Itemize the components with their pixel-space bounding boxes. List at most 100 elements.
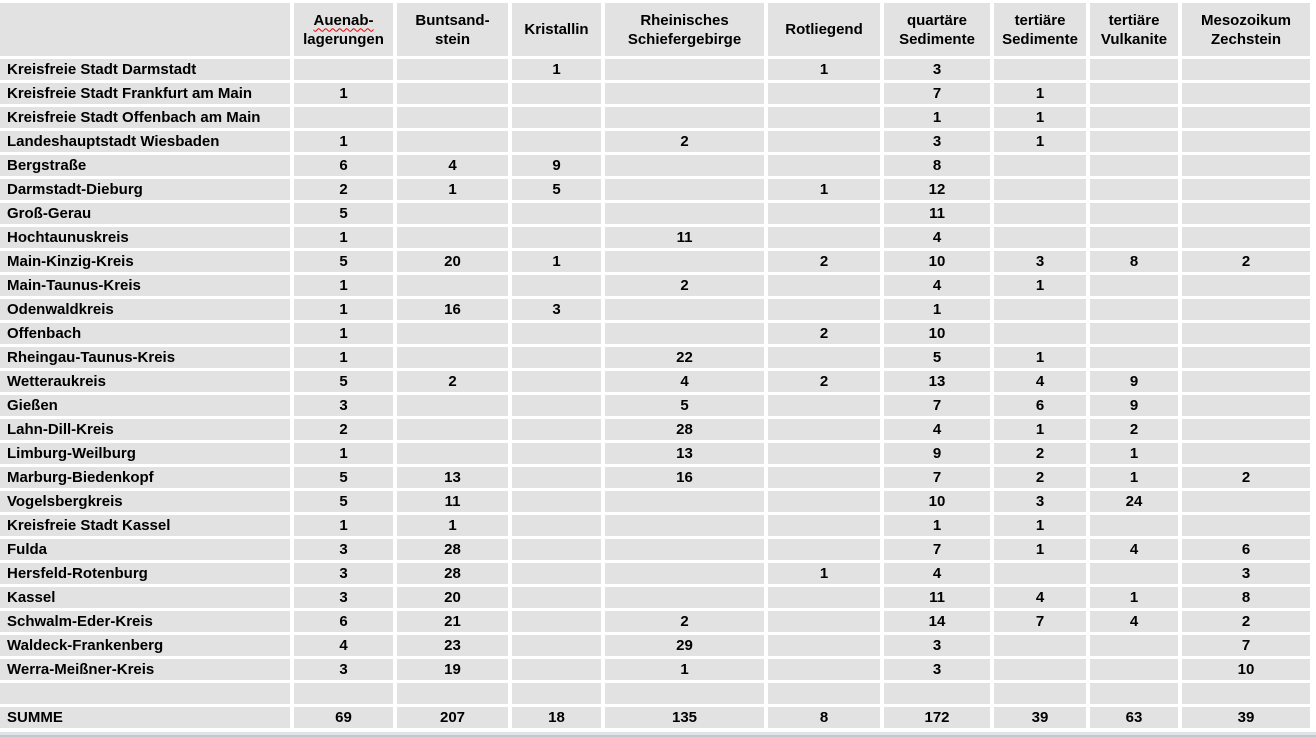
data-cell: 4	[994, 587, 1086, 608]
data-cell: 19	[397, 659, 508, 680]
column-header-text: quartäre	[906, 11, 968, 29]
data-cell: 2	[397, 371, 508, 392]
data-cell	[1090, 59, 1178, 80]
data-cell	[768, 107, 880, 128]
data-cell: 11	[884, 587, 990, 608]
data-cell: 69	[294, 707, 393, 728]
data-cell	[512, 611, 601, 632]
data-cell: 7	[884, 83, 990, 104]
data-cell: 1	[994, 347, 1086, 368]
data-cell: 3	[884, 659, 990, 680]
table-row: Main-Taunus-Kreis 1 2 4 1	[0, 275, 1310, 296]
data-cell	[605, 491, 764, 512]
data-cell: 1	[768, 179, 880, 200]
data-cell	[605, 203, 764, 224]
column-header-tertiaere-sedimente: tertiäre Sedimente	[994, 3, 1086, 56]
data-cell	[994, 299, 1086, 320]
data-cell	[1182, 395, 1310, 416]
data-cell	[605, 563, 764, 584]
table-row: Marburg-Biedenkopf 5 13 16 7 2 1 2	[0, 467, 1310, 488]
table-row: Wetteraukreis 5 2 4 2 13 4 9	[0, 371, 1310, 392]
data-cell: 1	[294, 443, 393, 464]
data-cell	[1090, 323, 1178, 344]
data-cell: 1	[397, 179, 508, 200]
data-cell	[1090, 515, 1178, 536]
table-row: Kreisfreie Stadt Offenbach am Main 1 1	[0, 107, 1310, 128]
data-cell: 1	[294, 515, 393, 536]
row-label-cell: Hersfeld-Rotenburg	[0, 563, 290, 584]
data-cell	[994, 323, 1086, 344]
data-cell: 6	[1182, 539, 1310, 560]
data-cell: 4	[884, 419, 990, 440]
data-cell: 6	[294, 611, 393, 632]
data-cell: 20	[397, 587, 508, 608]
data-cell: 3	[294, 563, 393, 584]
column-header-text: Rheinisches	[640, 11, 729, 29]
data-cell: 1	[994, 515, 1086, 536]
data-cell	[512, 323, 601, 344]
data-cell	[512, 683, 601, 704]
data-cell: 4	[884, 227, 990, 248]
data-cell: 3	[294, 587, 393, 608]
data-cell	[397, 683, 508, 704]
row-label-cell: Werra-Meißner-Kreis	[0, 659, 290, 680]
data-cell: 2	[1182, 611, 1310, 632]
data-cell	[768, 395, 880, 416]
row-label-cell: Rheingau-Taunus-Kreis	[0, 347, 290, 368]
data-cell: 1	[294, 323, 393, 344]
data-cell: 1	[294, 227, 393, 248]
data-cell: 3	[994, 491, 1086, 512]
data-cell	[512, 419, 601, 440]
data-cell	[1090, 659, 1178, 680]
data-cell	[512, 635, 601, 656]
data-cell: 207	[397, 707, 508, 728]
data-cell: 7	[884, 395, 990, 416]
data-cell: 2	[1090, 419, 1178, 440]
data-cell	[512, 83, 601, 104]
data-cell: 2	[605, 131, 764, 152]
table-row: Kreisfreie Stadt Darmstadt 1 1 3	[0, 59, 1310, 80]
data-cell	[397, 323, 508, 344]
data-cell	[1182, 419, 1310, 440]
data-cell: 8	[884, 155, 990, 176]
row-label-cell: Odenwaldkreis	[0, 299, 290, 320]
data-cell	[397, 395, 508, 416]
data-cell	[1182, 491, 1310, 512]
data-cell	[994, 179, 1086, 200]
row-label-cell: Waldeck-Frankenberg	[0, 635, 290, 656]
data-cell	[605, 155, 764, 176]
data-cell	[605, 179, 764, 200]
data-cell	[1182, 131, 1310, 152]
data-cell	[512, 515, 601, 536]
data-cell	[397, 131, 508, 152]
data-cell: 39	[994, 707, 1086, 728]
data-cell	[512, 347, 601, 368]
data-cell	[512, 467, 601, 488]
data-cell	[294, 107, 393, 128]
data-cell: 3	[512, 299, 601, 320]
row-label-cell: Kreisfreie Stadt Kassel	[0, 515, 290, 536]
data-cell: 7	[1182, 635, 1310, 656]
column-header-text: stein	[434, 30, 470, 48]
data-cell	[994, 635, 1086, 656]
data-cell: 12	[884, 179, 990, 200]
data-cell: 1	[994, 107, 1086, 128]
data-cell	[397, 203, 508, 224]
data-cell	[397, 419, 508, 440]
data-cell: 1	[1090, 467, 1178, 488]
data-cell	[1182, 59, 1310, 80]
data-cell	[768, 491, 880, 512]
data-cell: 1	[294, 83, 393, 104]
column-header-text: Auenab-	[313, 11, 374, 29]
data-cell: 16	[605, 467, 764, 488]
data-cell	[397, 107, 508, 128]
data-cell: 1	[884, 107, 990, 128]
data-cell	[512, 659, 601, 680]
table-body: Kreisfreie Stadt Darmstadt 1 1 3 Kreisfreie …	[0, 59, 1310, 728]
table-row: Kreisfreie Stadt Kassel 1 1 1 1	[0, 515, 1310, 536]
column-header-quartaere-sedimente: quartäre Sedimente	[884, 3, 990, 56]
data-cell	[397, 347, 508, 368]
data-cell	[994, 563, 1086, 584]
data-cell: 28	[397, 539, 508, 560]
